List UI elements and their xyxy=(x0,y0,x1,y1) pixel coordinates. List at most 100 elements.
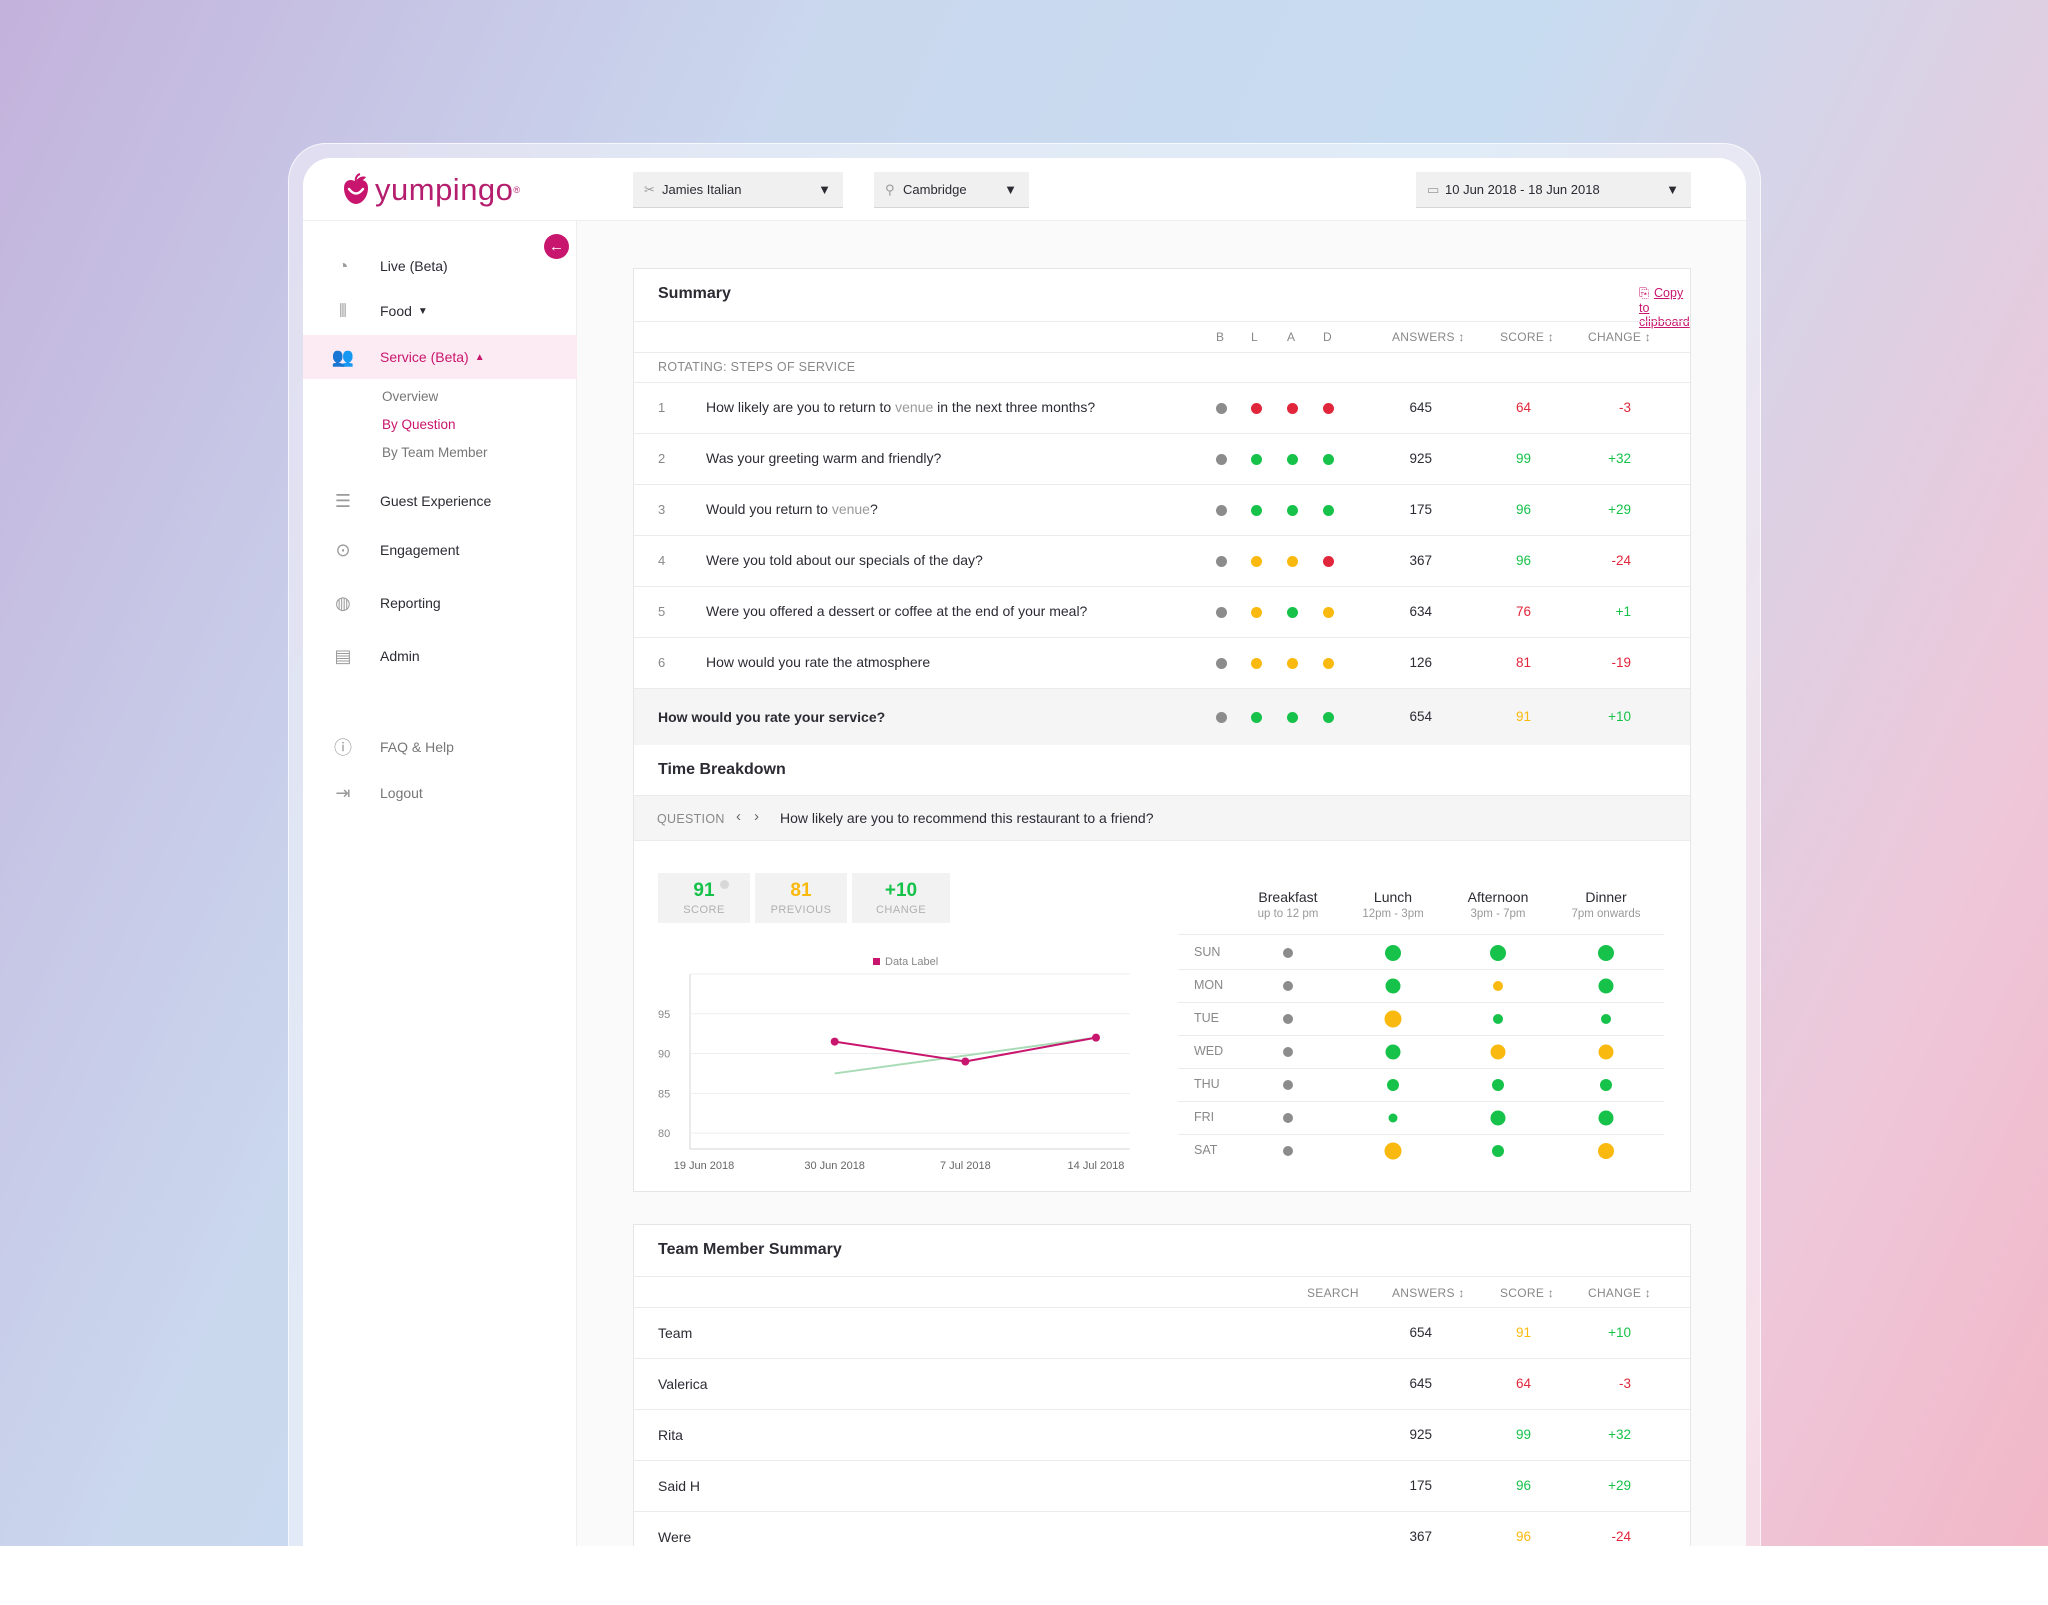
sort-answers-header[interactable]: ANSWERS ↕ xyxy=(1392,330,1465,344)
sidebar-item-reporting[interactable]: ◍ Reporting xyxy=(303,581,577,625)
sidebar-item-label: Guest Experience xyxy=(380,493,492,509)
team-row[interactable]: Said H 175 96 +29 xyxy=(634,1461,1690,1512)
time-cell-dot[interactable] xyxy=(1490,945,1506,961)
time-cell-dot[interactable] xyxy=(1490,1110,1506,1126)
sidebar-item-admin[interactable]: ▤ Admin xyxy=(303,634,577,678)
table-row[interactable]: 3 Would you return to venue? 175 96 +29 xyxy=(634,485,1690,536)
time-cell-dot[interactable] xyxy=(1283,1146,1293,1156)
subnav-overview[interactable]: Overview xyxy=(382,389,439,404)
team-search-header[interactable]: SEARCH xyxy=(1307,1286,1359,1300)
team-row[interactable]: Valerica 645 64 -3 xyxy=(634,1359,1690,1410)
logo-text: yumpingo xyxy=(375,172,514,207)
time-cell-dot[interactable] xyxy=(1601,1014,1611,1024)
sidebar-item-faq[interactable]: ⓘ FAQ & Help xyxy=(303,725,577,769)
sidebar-item-food[interactable]: ⦀ Food ▼ xyxy=(303,289,577,333)
time-cell-dot[interactable] xyxy=(1492,1079,1504,1091)
time-cell-dot[interactable] xyxy=(1598,1044,1614,1060)
time-cell-dot[interactable] xyxy=(1490,1044,1506,1060)
subnav-by-team-member[interactable]: By Team Member xyxy=(382,445,488,460)
divider xyxy=(634,1276,1690,1277)
sidebar-item-label: Live (Beta) xyxy=(380,258,448,274)
time-cell-dot[interactable] xyxy=(1598,978,1614,994)
time-cell-dot[interactable] xyxy=(1598,945,1614,961)
time-cell-dot[interactable] xyxy=(1493,981,1503,991)
day-label: WED xyxy=(1194,1044,1224,1058)
time-cell-dot[interactable] xyxy=(1385,945,1401,961)
selected-question: How likely are you to recommend this res… xyxy=(780,810,1154,826)
table-row[interactable]: 5 Were you offered a dessert or coffee at… xyxy=(634,587,1690,638)
time-cell-dot[interactable] xyxy=(1283,1047,1293,1057)
time-cell-dot[interactable] xyxy=(1493,1014,1503,1024)
sidebar-item-service[interactable]: 👥 Service (Beta) ▲ xyxy=(303,335,577,379)
sidebar: ← ◔ Live (Beta) ⦀ Food ▼ 👥 Service (Beta… xyxy=(303,221,577,1546)
info-icon[interactable] xyxy=(720,880,729,889)
table-row[interactable]: 4 Were you told about our specials of the… xyxy=(634,536,1690,587)
day-label: FRI xyxy=(1194,1110,1215,1124)
answers-value: 654 xyxy=(1409,1325,1432,1340)
sort-score-header[interactable]: SCORE ↕ xyxy=(1500,330,1555,344)
team-row[interactable]: Rita 925 99 +32 xyxy=(634,1410,1690,1461)
score-value: 96 xyxy=(1515,1529,1531,1544)
next-question-button[interactable]: › xyxy=(754,808,759,825)
time-cell-dot[interactable] xyxy=(1598,1143,1614,1159)
time-cell-dot[interactable] xyxy=(1384,1142,1402,1160)
divider xyxy=(1178,969,1664,970)
previous-value: 81 xyxy=(790,880,812,901)
time-cell-dot[interactable] xyxy=(1283,1080,1293,1090)
sidebar-item-live[interactable]: ◔ Live (Beta) xyxy=(303,244,577,288)
apple-logo-icon xyxy=(344,173,368,204)
score-value: 81 xyxy=(1515,655,1531,670)
collapse-sidebar-button[interactable]: ← xyxy=(544,234,569,259)
time-cell-dot[interactable] xyxy=(1600,1079,1612,1091)
team-sort-score-header[interactable]: SCORE ↕ xyxy=(1500,1286,1555,1300)
sidebar-item-label: Service (Beta) xyxy=(380,349,469,365)
time-cell-dot[interactable] xyxy=(1283,948,1293,958)
team-sort-answers-header[interactable]: ANSWERS ↕ xyxy=(1392,1286,1465,1300)
time-cell-dot[interactable] xyxy=(1492,1145,1504,1157)
table-row[interactable]: 2 Was your greeting warm and friendly? 925… xyxy=(634,434,1690,485)
time-cell-dot[interactable] xyxy=(1283,1014,1293,1024)
table-row[interactable]: 1 How likely are you to return to venue i… xyxy=(634,383,1690,434)
chevron-down-icon: ▼ xyxy=(1666,182,1679,197)
table-row[interactable]: 6 How would you rate the atmosphere 126 81 -… xyxy=(634,638,1690,689)
sort-change-header[interactable]: CHANGE ↕ xyxy=(1588,330,1652,344)
time-cell-dot[interactable] xyxy=(1283,981,1293,991)
row-question: How would you rate the atmosphere xyxy=(706,654,930,670)
team-row[interactable]: Were 367 96 -24 xyxy=(634,1512,1690,1546)
divider xyxy=(634,637,1690,638)
total-change-value: +10 xyxy=(1608,709,1631,724)
team-row[interactable]: Team 654 91 +10 xyxy=(634,1308,1690,1359)
sidebar-item-engagement[interactable]: ⊙ Engagement xyxy=(303,528,577,572)
logo[interactable]: yumpingo ® xyxy=(341,164,520,216)
row-number: 1 xyxy=(658,400,666,415)
app-screen: yumpingo ® ✂ Jamies Italian ▼ ⚲ Cambridg… xyxy=(303,158,1746,1546)
time-cell-dot[interactable] xyxy=(1283,1113,1293,1123)
period-header: Dinner 7pm onwards xyxy=(1546,889,1666,920)
time-cell-dot[interactable] xyxy=(1388,1113,1398,1123)
question-selector: QUESTION ‹ › How likely are you to recom… xyxy=(634,795,1690,841)
location-dropdown[interactable]: ⚲ Cambridge ▼ xyxy=(874,172,1029,208)
time-cell-dot[interactable] xyxy=(1385,1044,1401,1060)
restaurant-dropdown[interactable]: ✂ Jamies Italian ▼ xyxy=(633,172,843,208)
x-tick-label: 14 Jul 2018 xyxy=(1068,1160,1125,1169)
answers-value: 634 xyxy=(1409,604,1432,619)
y-tick-label: 95 xyxy=(658,1009,670,1021)
score-label: SCORE xyxy=(683,904,725,916)
total-row[interactable]: How would you rate your service? xyxy=(634,689,1690,745)
date-range-dropdown[interactable]: ▭ 10 Jun 2018 - 18 Jun 2018 ▼ xyxy=(1416,172,1691,208)
period-hours: 7pm onwards xyxy=(1571,908,1641,920)
time-cell-dot[interactable] xyxy=(1598,1110,1614,1126)
location-dropdown-value: Cambridge xyxy=(903,182,967,197)
team-sort-change-header[interactable]: CHANGE ↕ xyxy=(1588,1286,1652,1300)
time-cell-dot[interactable] xyxy=(1387,1079,1399,1091)
sidebar-item-guest-experience[interactable]: ☰ Guest Experience xyxy=(303,479,577,523)
sidebar-item-logout[interactable]: ⇥ Logout xyxy=(303,771,577,815)
time-cell-dot[interactable] xyxy=(1385,978,1401,994)
subnav-by-question[interactable]: By Question xyxy=(382,417,456,432)
period-name: Afternoon xyxy=(1467,889,1529,905)
copy-to-clipboard-link[interactable]: ⎘ Copy to clipboard xyxy=(1639,286,1690,329)
clipboard-icon: ⎘ xyxy=(1639,286,1650,300)
prev-question-button[interactable]: ‹ xyxy=(736,808,741,825)
time-cell-dot[interactable] xyxy=(1384,1010,1402,1028)
period-hours: 12pm - 3pm xyxy=(1362,908,1424,920)
